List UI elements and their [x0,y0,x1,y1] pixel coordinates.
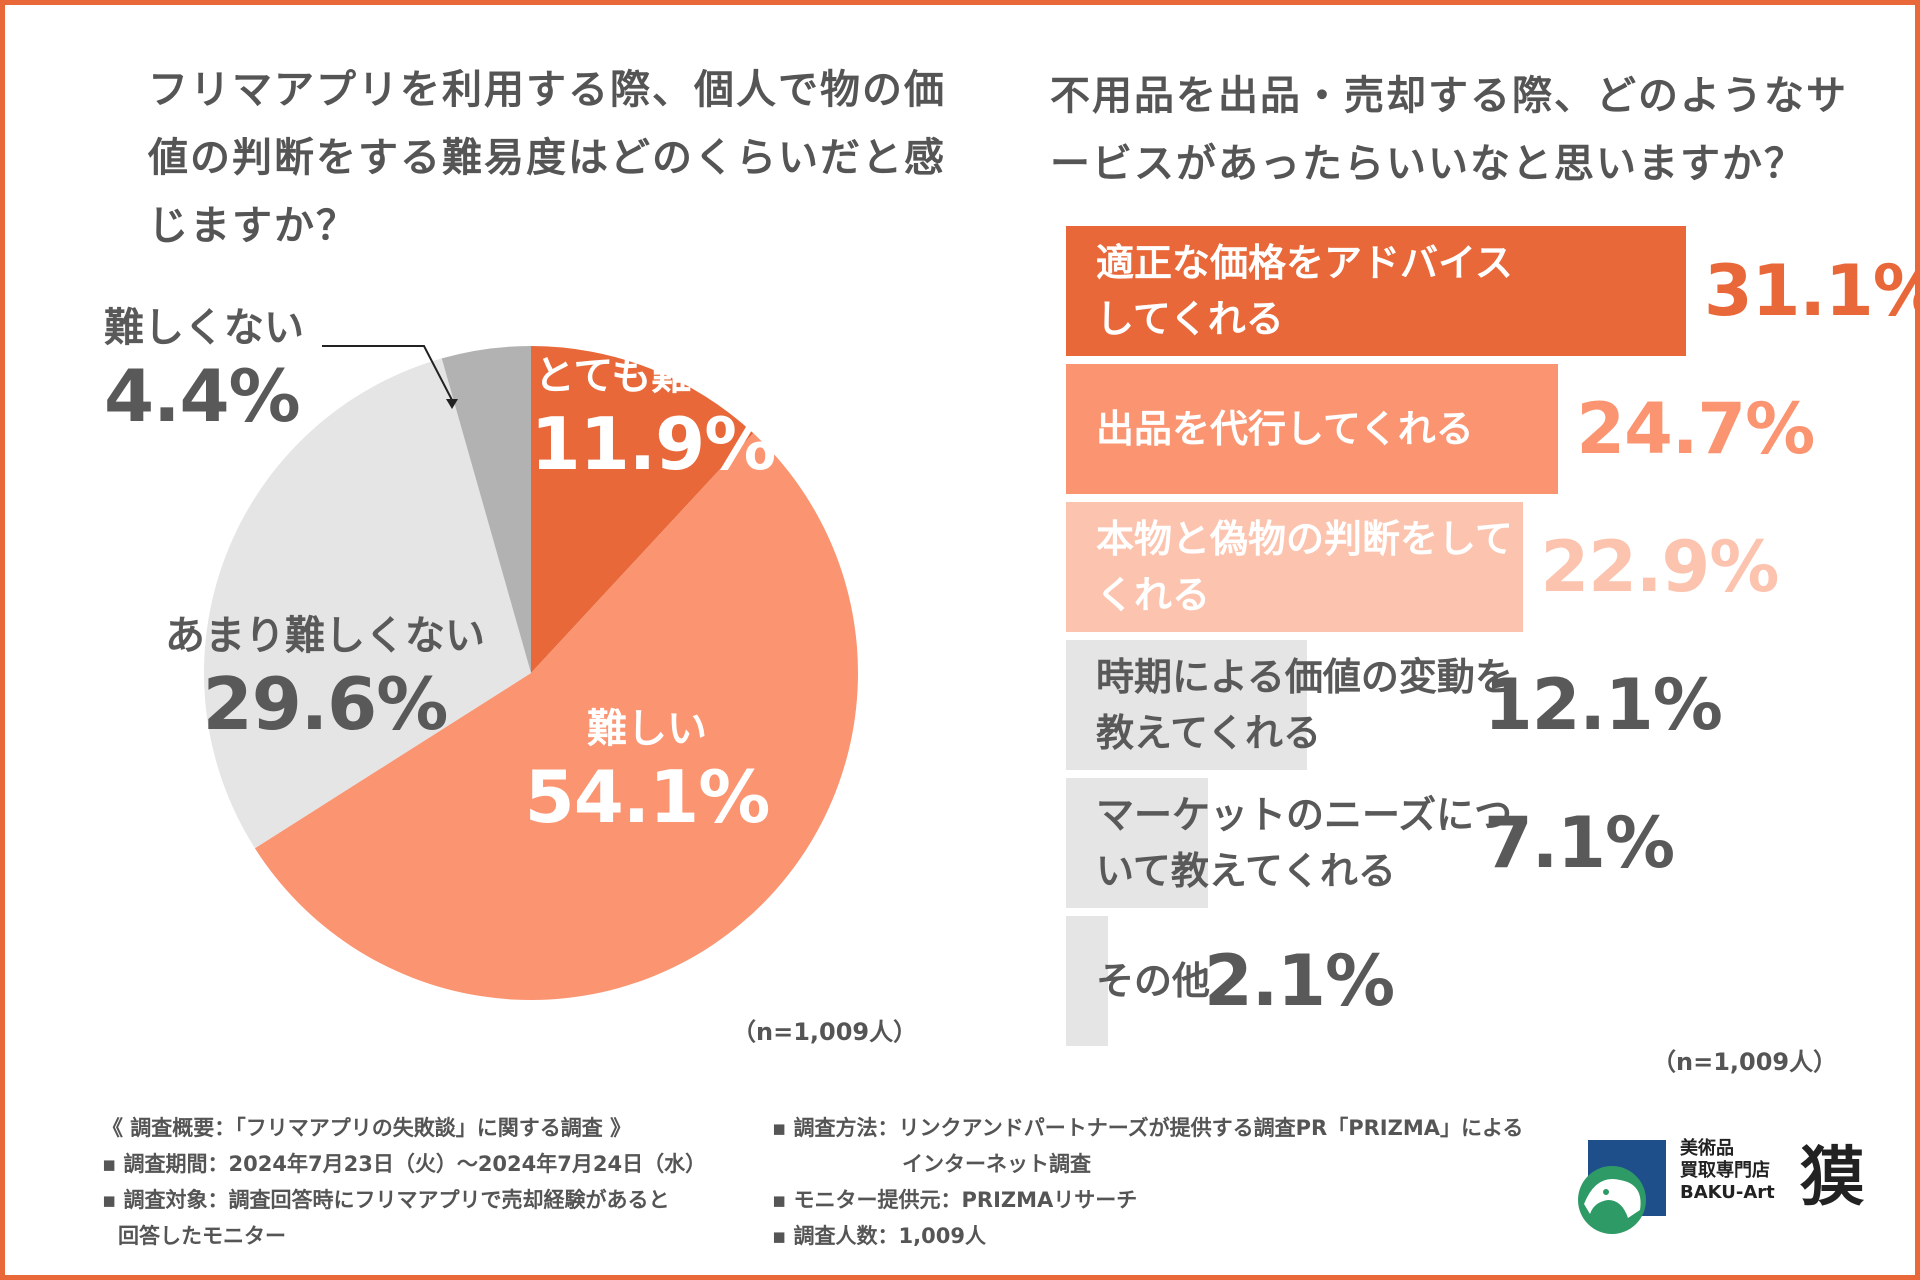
logo-line1: 美術品 [1680,1138,1734,1159]
bar-label: その他 [1096,959,1211,1003]
logo-line3: BAKU-Art [1680,1182,1775,1203]
bar-sample-size: （n=1,009人） [1652,1048,1838,1076]
pie-percent-label: 11.9% [530,402,777,486]
survey-overview-right: ▪ 調査方法：リンクアンドパートナーズが提供する調査PR「PRIZMA」による … [772,1110,1592,1254]
survey-target-cont: 回答したモニター [118,1224,286,1248]
pie-label-very-difficult: とても難しい 11.9% [528,350,778,486]
bar-fill [1066,502,1523,632]
bar-fill [1066,778,1208,908]
bar-value-label: 7.1% [1484,802,1675,884]
bar-value-label: 31.1% [1704,250,1920,332]
bar-fill [1066,226,1686,356]
bar-value-label: 22.9% [1540,526,1780,608]
pie-label-difficult: 難しい 54.1% [522,703,772,839]
survey-overview-heading: 《 調査概要：「フリマアプリの失敗談」に関する調査 》 [102,1116,632,1140]
pie-percent-label: 29.6% [202,662,449,746]
bar-fill [1066,640,1308,770]
bar-fill [1066,916,1108,1046]
pie-percent-label: 4.4% [104,354,301,438]
survey-count: ▪ 調査人数：1,009人 [772,1224,986,1248]
leader-line [322,345,453,401]
bar-label: 出品を代行してくれる [1096,407,1474,451]
logo-text: 美術品 買取専門店 BAKU-Art [1680,1138,1775,1204]
tapir-logo-icon [1578,1140,1666,1234]
bar-value-label: 24.7% [1576,388,1815,470]
pie-category-label: 難しくない [104,305,304,351]
logo-kanji: 獏 [1800,1141,1864,1215]
survey-target: ▪ 調査対象：調査回答時にフリマアプリで売却経験があると [102,1188,670,1212]
pie-category-label: とても難しい [534,353,772,399]
pie-slice-difficult [254,433,858,1001]
pie-slice-very-difficult [531,346,754,673]
pie-category-label: 難しい [587,706,707,752]
bar-label: 時期による価値の変動を教えてくれる [1096,655,1513,755]
bar-fill [1066,364,1559,494]
bar-value-label: 2.1% [1204,940,1395,1022]
survey-method-cont: インターネット調査 [902,1152,1091,1176]
pie-percent-label: 54.1% [524,755,771,839]
bar-label: マーケットのニーズについて教えてくれる [1096,793,1513,893]
logo-line2: 買取専門店 [1680,1160,1770,1181]
pie-chart-title: フリマアプリを利用する際、個人で物の価値の判断をする難易度はどのくらいだと感じま… [148,67,946,249]
pie-label-not-difficult: 難しくない 4.4% [104,302,344,438]
survey-period: ▪ 調査期間：2024年7月23日（火）～2024年7月24日（水） [102,1152,707,1176]
survey-overview-left: 《 調査概要：「フリマアプリの失敗談」に関する調査 》 ▪ 調査期間：2024年… [102,1110,742,1254]
pie-category-label: あまり難しくない [165,613,485,659]
bar-chart-title: 不用品を出品・売却する際、どのようなサービスがあったらいいなと思いますか？ [1050,73,1848,187]
pie-sample-size: （n=1,009人） [732,1018,918,1046]
pie-slice-not-very-difficult [203,358,531,849]
bar-label: 適正な価格をアドバイスしてくれる [1096,241,1513,341]
bar-label: 本物と偽物の判断をしてくれる [1096,517,1513,617]
pie-label-not-very-difficult: あまり難しくない 29.6% [160,610,490,746]
baku-art-logo: 美術品 買取専門店 BAKU-Art 獏 [1568,1134,1868,1234]
bar-value-label: 12.1% [1484,664,1723,746]
survey-monitor: ▪ モニター提供元：PRIZMAリサーチ [772,1188,1138,1212]
pie-slice-not-difficult [441,346,531,673]
survey-method: ▪ 調査方法：リンクアンドパートナーズが提供する調査PR「PRIZMA」による [772,1116,1524,1140]
